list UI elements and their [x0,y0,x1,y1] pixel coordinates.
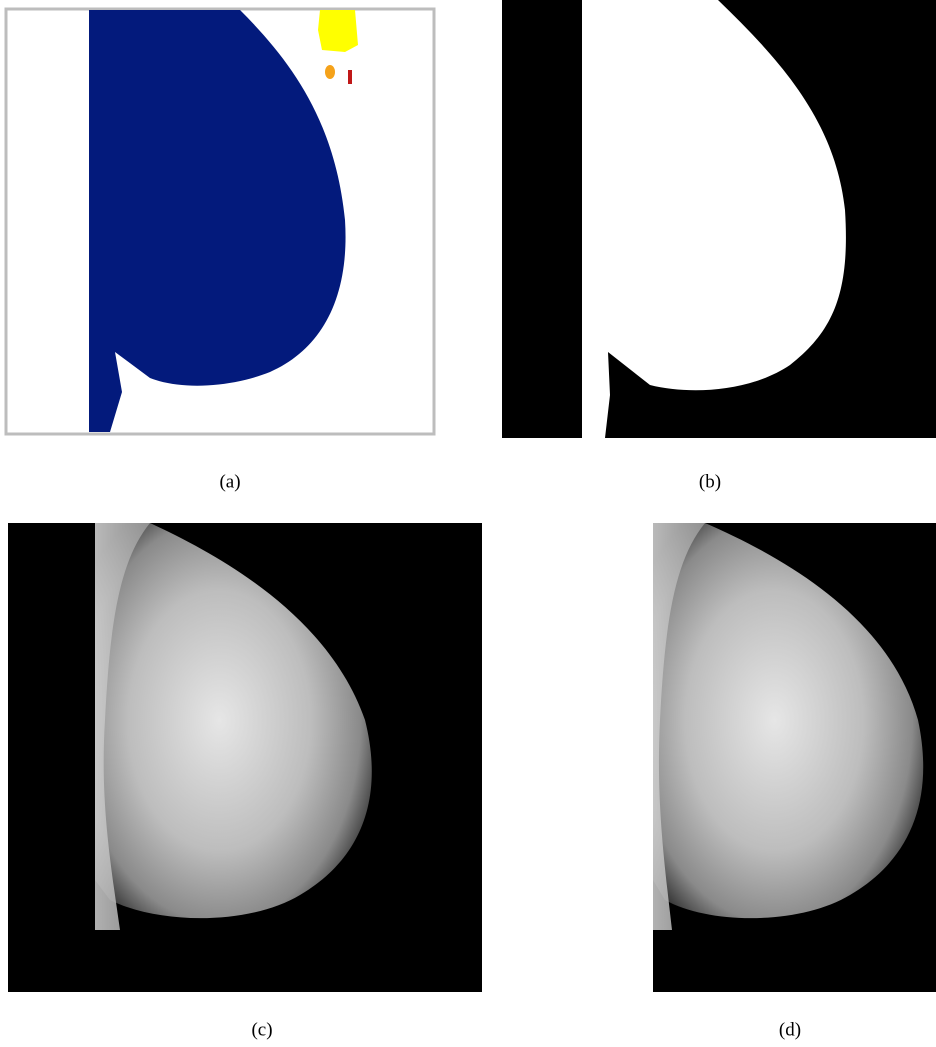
caption: (a) [219,471,240,492]
label-region [318,10,358,52]
panel-b: (b) [502,0,936,492]
caption: (c) [251,1019,272,1040]
artifact [348,70,352,84]
panel-d: (d) [653,523,936,1040]
panel-a: (a) [6,9,434,492]
panel-c: (c) [8,523,482,1040]
caption: (d) [779,1019,801,1040]
artifact [325,65,335,79]
figure: (a) (b) (c) (d) [0,0,936,1047]
caption: (b) [699,471,721,492]
